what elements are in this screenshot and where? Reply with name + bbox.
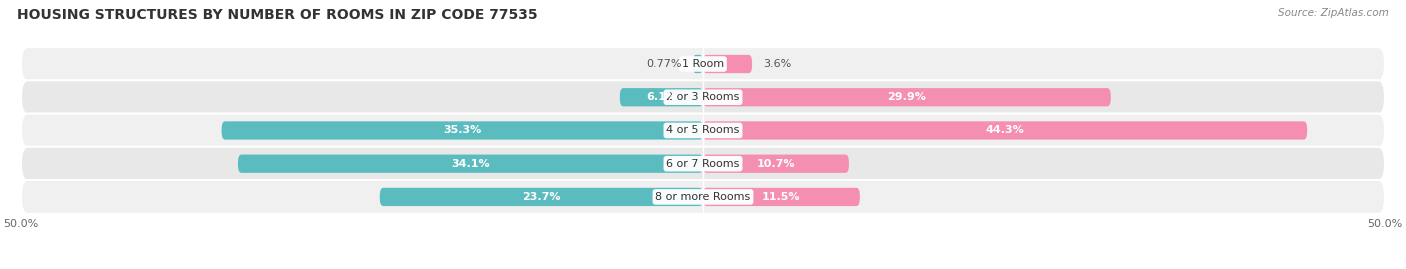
Text: HOUSING STRUCTURES BY NUMBER OF ROOMS IN ZIP CODE 77535: HOUSING STRUCTURES BY NUMBER OF ROOMS IN… <box>17 8 537 22</box>
Text: 34.1%: 34.1% <box>451 159 489 169</box>
Text: 23.7%: 23.7% <box>522 192 561 202</box>
FancyBboxPatch shape <box>21 114 1385 147</box>
Text: 35.3%: 35.3% <box>443 125 481 136</box>
Text: 44.3%: 44.3% <box>986 125 1025 136</box>
FancyBboxPatch shape <box>703 121 1308 140</box>
Text: 2 or 3 Rooms: 2 or 3 Rooms <box>666 92 740 102</box>
FancyBboxPatch shape <box>693 55 703 73</box>
FancyBboxPatch shape <box>380 188 703 206</box>
Text: Source: ZipAtlas.com: Source: ZipAtlas.com <box>1278 8 1389 18</box>
Text: 6.1%: 6.1% <box>645 92 676 102</box>
FancyBboxPatch shape <box>703 188 860 206</box>
FancyBboxPatch shape <box>703 155 849 173</box>
Text: 11.5%: 11.5% <box>762 192 800 202</box>
FancyBboxPatch shape <box>703 88 1111 106</box>
FancyBboxPatch shape <box>222 121 703 140</box>
FancyBboxPatch shape <box>238 155 703 173</box>
Text: 0.77%: 0.77% <box>647 59 682 69</box>
FancyBboxPatch shape <box>620 88 703 106</box>
FancyBboxPatch shape <box>703 55 752 73</box>
Text: 8 or more Rooms: 8 or more Rooms <box>655 192 751 202</box>
Text: 1 Room: 1 Room <box>682 59 724 69</box>
Text: 3.6%: 3.6% <box>763 59 792 69</box>
Text: 29.9%: 29.9% <box>887 92 927 102</box>
FancyBboxPatch shape <box>21 47 1385 81</box>
FancyBboxPatch shape <box>21 180 1385 214</box>
FancyBboxPatch shape <box>21 147 1385 181</box>
Text: 6 or 7 Rooms: 6 or 7 Rooms <box>666 159 740 169</box>
Text: 4 or 5 Rooms: 4 or 5 Rooms <box>666 125 740 136</box>
Text: 10.7%: 10.7% <box>756 159 796 169</box>
FancyBboxPatch shape <box>21 80 1385 114</box>
